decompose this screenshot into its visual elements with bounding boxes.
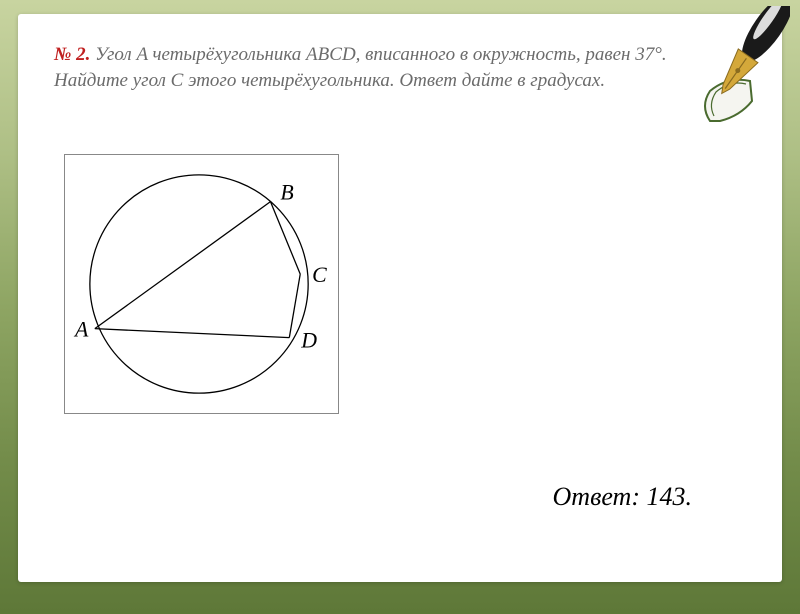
problem-text: № 2. Угол A четырёхугольника ABCD, вписа… <box>54 42 674 93</box>
figure-box: A B C D <box>64 154 339 414</box>
diagram-labels: A B C D <box>73 181 327 353</box>
pen-nib-slit <box>725 58 746 88</box>
line-BC <box>270 202 300 274</box>
pen-paper <box>705 80 752 121</box>
problem-body: Угол A четырёхугольника ABCD, вписанного… <box>54 44 667 91</box>
pen-icon <box>680 6 790 126</box>
point-label-B: B <box>280 181 293 205</box>
slide-card: № 2. Угол A четырёхугольника ABCD, вписа… <box>18 14 782 582</box>
pen-nib <box>712 49 758 100</box>
answer-text: Ответ: 143. <box>553 482 692 512</box>
circle <box>90 175 308 393</box>
pen-nib-hole <box>734 67 741 74</box>
pen-highlight <box>750 6 787 42</box>
answer-value: 143. <box>647 482 693 511</box>
line-AB <box>95 202 271 329</box>
pen-paper-edge <box>711 83 746 116</box>
diagram-lines <box>95 202 300 338</box>
point-label-C: C <box>312 263 327 287</box>
pen-body <box>733 6 790 69</box>
point-label-A: A <box>73 318 89 342</box>
answer-label: Ответ: <box>553 482 640 511</box>
point-label-D: D <box>300 329 317 353</box>
problem-number: № 2. <box>54 44 90 65</box>
circle-diagram: A B C D <box>65 155 338 413</box>
line-AD <box>95 329 289 338</box>
